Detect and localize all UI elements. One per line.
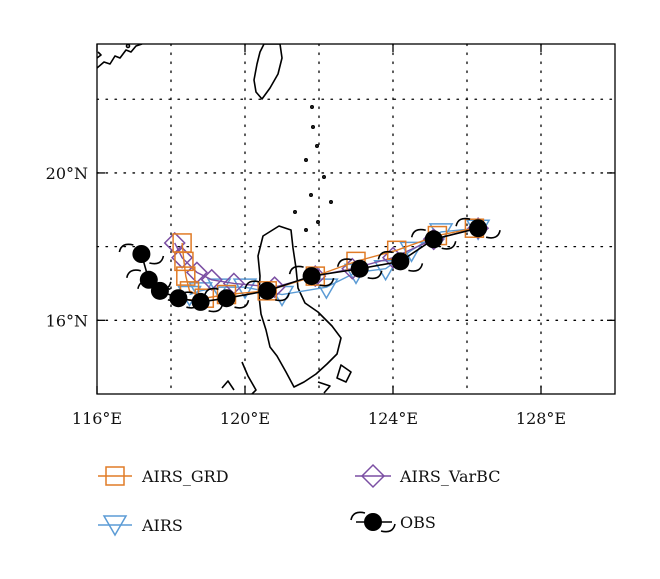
typhoon-arm — [167, 292, 183, 302]
typhoon-arm — [149, 255, 165, 265]
typhoon-arm — [367, 270, 383, 280]
diamond-marker-icon — [360, 463, 386, 489]
coastlines — [97, 44, 352, 394]
y-tick-label: 20°N — [46, 164, 88, 183]
typhoon-eye — [132, 245, 151, 263]
track-line — [181, 227, 475, 299]
typhoon-marker — [410, 228, 457, 250]
typhoon-eye — [217, 289, 236, 308]
typhoon-arm — [118, 243, 134, 253]
typhoon-arm — [485, 230, 501, 239]
map-frame — [96, 43, 616, 395]
legend-item-airs-grd: AIRS_GRD — [98, 466, 229, 486]
x-tick-label: 124°E — [368, 409, 418, 428]
typhoon-arm — [377, 250, 393, 260]
typhoon-marker — [126, 269, 172, 291]
y-tick-label: 16°N — [46, 311, 88, 330]
square-marker — [176, 266, 196, 286]
square-marker-icon — [105, 466, 125, 486]
typhoon-marker-icon — [350, 511, 396, 533]
typhoon-tracks — [118, 217, 501, 313]
typhoon-arm — [234, 300, 250, 309]
typhoon-arm — [126, 269, 141, 278]
typhoon-eye — [350, 259, 369, 278]
typhoon-eye — [469, 219, 488, 238]
typhoon-arm — [441, 241, 457, 250]
typhoon-arm — [186, 300, 202, 309]
typhoon-marker — [288, 265, 335, 287]
typhoon-eye — [258, 281, 277, 300]
typhoon-marker — [336, 258, 383, 280]
legend-label: OBS — [400, 513, 436, 532]
typhoon-arm — [408, 263, 424, 272]
x-tick-label: 128°E — [516, 409, 566, 428]
y-axis-labels: 20°N 16°N — [46, 164, 88, 330]
typhoon-arm — [156, 281, 172, 291]
square-marker — [172, 233, 192, 253]
typhoon-arm — [410, 228, 426, 238]
typhoon-arm — [208, 303, 224, 313]
track-obs — [118, 217, 501, 313]
typhoon-eye — [424, 230, 443, 249]
typhoon-arm — [319, 277, 335, 287]
triangle-marker — [314, 278, 339, 300]
triangle-down-marker-icon — [102, 515, 128, 537]
typhoon-marker — [244, 280, 290, 302]
x-tick-label: 116°E — [72, 409, 122, 428]
typhoon-arm — [244, 280, 260, 290]
typhoon-eye — [302, 267, 321, 286]
typhoon-marker — [118, 243, 165, 265]
typhoon-marker — [377, 250, 424, 272]
legend-label: AIRS_GRD — [141, 467, 229, 486]
x-axis-labels: 116°E 120°E 124°E 128°E — [72, 409, 566, 428]
legend-item-obs: OBS — [350, 511, 436, 533]
typhoon-eye — [150, 281, 169, 300]
lat-lon-grid — [96, 43, 616, 395]
typhoon-eye — [391, 252, 410, 271]
typhoon-eye — [139, 270, 158, 289]
legend-label: AIRS — [141, 516, 183, 535]
legend-label: AIRS_VarBC — [399, 467, 500, 486]
legend: AIRS_GRD AIRS_VarBC AIRS OBS — [98, 463, 500, 537]
x-tick-label: 120°E — [220, 409, 270, 428]
typhoon-arm — [455, 217, 471, 227]
legend-item-airs: AIRS — [98, 515, 183, 537]
legend-item-airs-varbc: AIRS_VarBC — [355, 463, 500, 489]
axis-ticks — [96, 44, 615, 394]
typhoon-marker — [455, 217, 501, 239]
typhoon-arm — [336, 258, 352, 267]
typhoon-arm — [288, 265, 304, 275]
typhoon-arm — [275, 292, 290, 302]
